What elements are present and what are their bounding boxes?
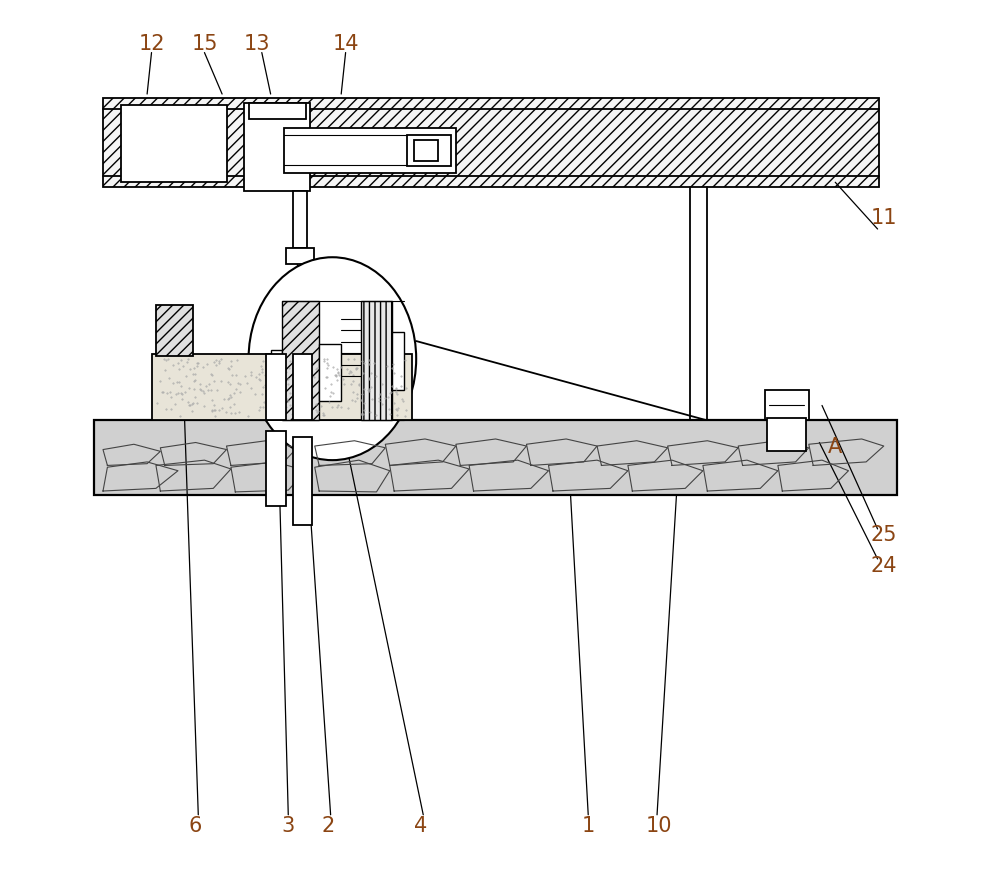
Bar [319,343,341,401]
Text: 10: 10 [646,816,672,836]
Bar [156,304,193,356]
Bar [767,418,806,451]
Bar [121,104,227,182]
Bar [94,420,897,496]
Ellipse shape [249,258,416,460]
Text: A: A [828,437,842,457]
Bar [286,249,314,265]
Bar [249,103,306,119]
Bar [271,350,282,416]
Bar [103,98,879,187]
Bar [282,302,319,420]
Bar [765,389,809,420]
Text: 11: 11 [871,208,897,227]
Bar [266,431,286,506]
Text: 15: 15 [191,34,218,54]
Bar [407,135,451,166]
Text: 6: 6 [189,816,202,836]
Text: 25: 25 [871,525,897,545]
Bar [266,354,286,420]
Text: 1: 1 [582,816,595,836]
Text: 3: 3 [282,816,295,836]
Bar [284,128,456,173]
Bar [244,103,310,191]
Bar [414,140,438,161]
Text: 24: 24 [871,556,897,576]
Bar [293,437,312,526]
Bar [293,354,312,420]
Text: 12: 12 [138,34,165,54]
Text: 13: 13 [244,34,271,54]
Bar [361,302,392,420]
Bar [152,354,412,420]
Text: 4: 4 [414,816,427,836]
Bar [392,332,404,389]
Bar [293,191,307,249]
Text: 2: 2 [321,816,335,836]
Text: 14: 14 [332,34,359,54]
